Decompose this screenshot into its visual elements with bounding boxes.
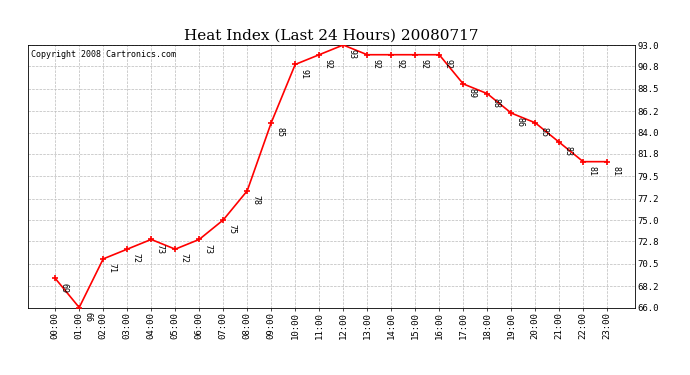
Text: 85: 85 — [540, 127, 549, 137]
Text: 91: 91 — [299, 69, 308, 79]
Text: 89: 89 — [467, 88, 476, 98]
Title: Heat Index (Last 24 Hours) 20080717: Heat Index (Last 24 Hours) 20080717 — [184, 28, 478, 42]
Text: 93: 93 — [347, 49, 356, 59]
Text: 72: 72 — [179, 254, 188, 263]
Text: Copyright 2008 Cartronics.com: Copyright 2008 Cartronics.com — [30, 50, 176, 59]
Text: 72: 72 — [131, 254, 140, 263]
Text: 71: 71 — [108, 263, 117, 273]
Text: 92: 92 — [420, 59, 428, 69]
Text: 83: 83 — [563, 146, 573, 156]
Text: 78: 78 — [251, 195, 260, 205]
Text: 66: 66 — [83, 312, 92, 322]
Text: 85: 85 — [275, 127, 284, 137]
Text: 92: 92 — [395, 59, 404, 69]
Text: 86: 86 — [515, 117, 524, 127]
Text: 73: 73 — [204, 244, 213, 254]
Text: 73: 73 — [155, 244, 164, 254]
Text: 92: 92 — [444, 59, 453, 69]
Text: 69: 69 — [59, 282, 68, 292]
Text: 81: 81 — [611, 166, 620, 176]
Text: 88: 88 — [491, 98, 500, 108]
Text: 81: 81 — [587, 166, 596, 176]
Text: 92: 92 — [324, 59, 333, 69]
Text: 75: 75 — [228, 224, 237, 234]
Text: 92: 92 — [371, 59, 380, 69]
